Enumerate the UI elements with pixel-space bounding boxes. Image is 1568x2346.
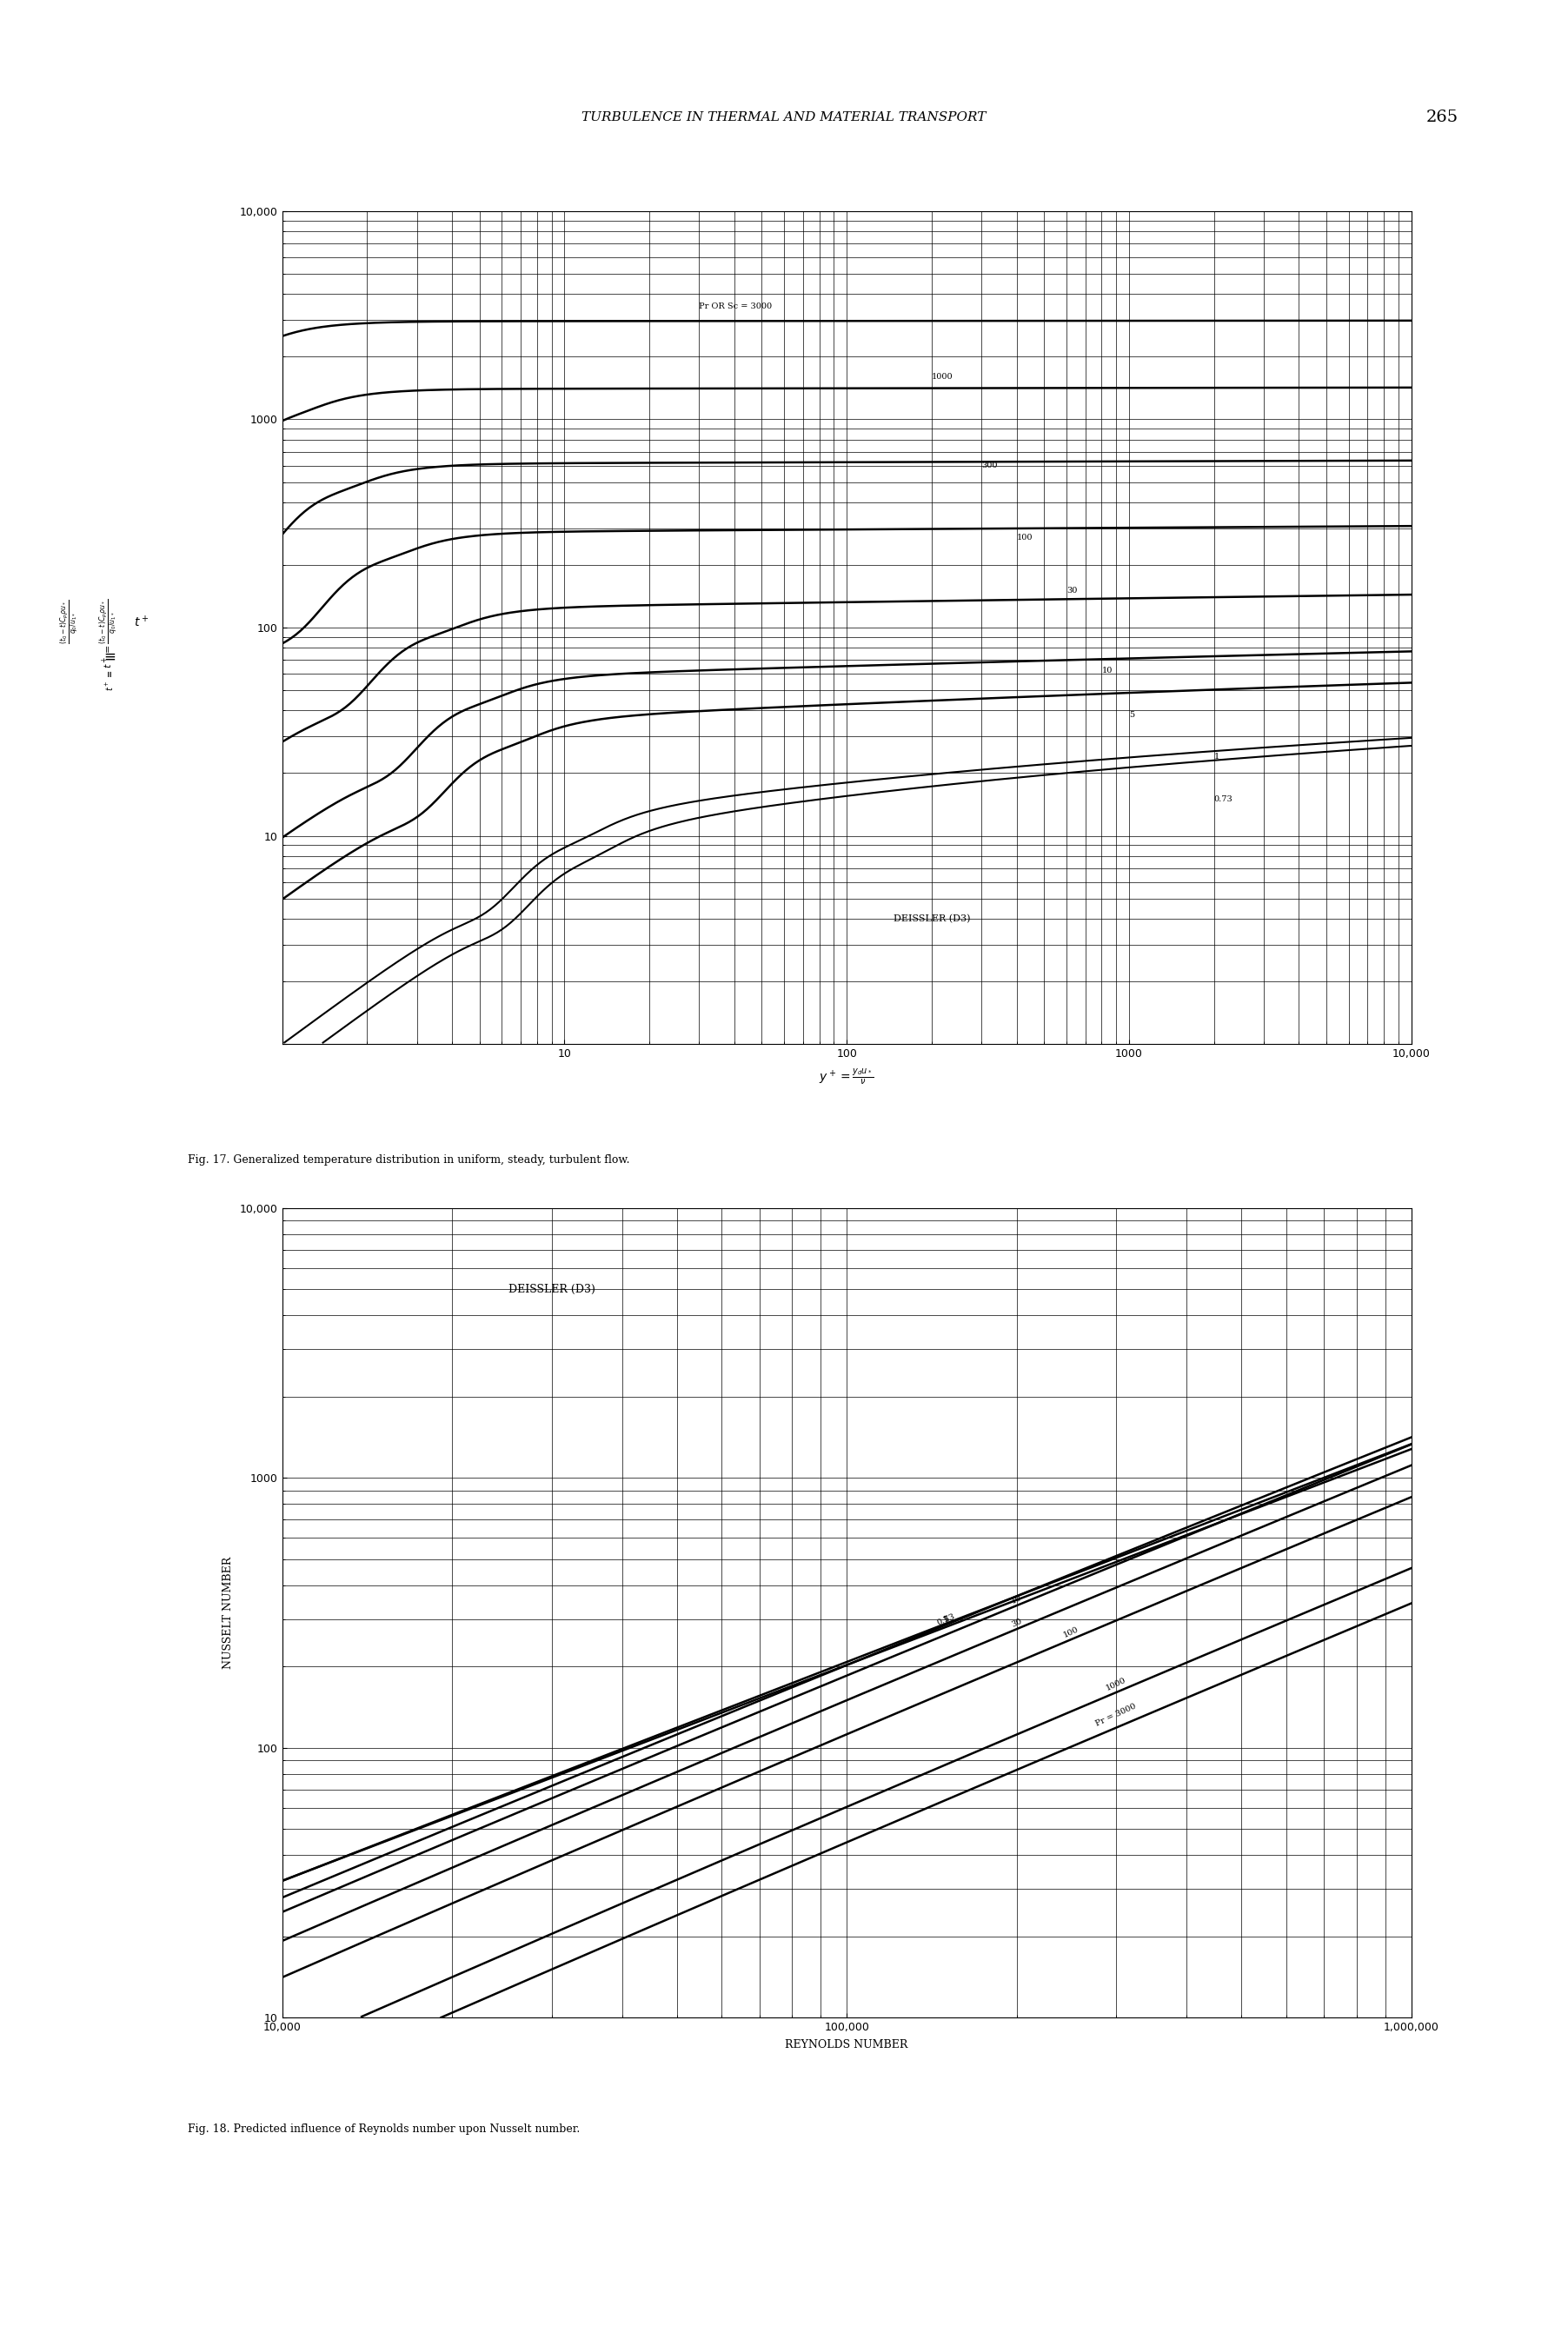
Y-axis label: NUSSELT NUMBER: NUSSELT NUMBER — [223, 1558, 234, 1668]
Text: 0.73: 0.73 — [1214, 795, 1232, 802]
Text: 300: 300 — [982, 462, 997, 469]
Text: Fig. 17. Generalized temperature distribution in uniform, steady, turbulent flow: Fig. 17. Generalized temperature distrib… — [188, 1154, 630, 1166]
Text: DEISSLER (D3): DEISSLER (D3) — [894, 915, 971, 922]
Text: 1: 1 — [1214, 753, 1220, 760]
Text: 100: 100 — [1016, 535, 1033, 542]
Text: $\frac{(t_0-t)C_p\rho u_*}{q_0/u_{1*}}$: $\frac{(t_0-t)C_p\rho u_*}{q_0/u_{1*}}$ — [60, 598, 82, 645]
Text: 5: 5 — [1129, 711, 1134, 718]
Text: $t^+ = \frac{(t_0-t)C_p\rho\mathit{u}_*}{q_0/u_{1*}}$: $t^+ = \frac{(t_0-t)C_p\rho\mathit{u}_*}… — [99, 598, 121, 669]
Text: $t^+ \equiv$: $t^+ \equiv$ — [103, 669, 116, 692]
Text: 100: 100 — [1063, 1626, 1080, 1640]
Text: TURBULENCE IN THERMAL AND MATERIAL TRANSPORT: TURBULENCE IN THERMAL AND MATERIAL TRANS… — [582, 110, 986, 124]
Text: 1000: 1000 — [931, 373, 953, 380]
Text: ≡: ≡ — [103, 650, 116, 664]
Text: Pr OR Sc = 3000: Pr OR Sc = 3000 — [699, 303, 773, 310]
Text: 10: 10 — [1010, 1593, 1024, 1605]
Text: $t^+$: $t^+$ — [133, 615, 149, 629]
Text: 265: 265 — [1427, 110, 1458, 124]
Text: 30: 30 — [1010, 1616, 1024, 1628]
Text: 10: 10 — [1102, 666, 1112, 676]
Text: Pr = 3000: Pr = 3000 — [1094, 1703, 1137, 1727]
X-axis label: REYNOLDS NUMBER: REYNOLDS NUMBER — [786, 2039, 908, 2050]
Text: DEISSLER (D3): DEISSLER (D3) — [508, 1283, 594, 1295]
Text: Fig. 18. Predicted influence of Reynolds number upon Nusselt number.: Fig. 18. Predicted influence of Reynolds… — [188, 2123, 580, 2135]
Text: 1: 1 — [942, 1614, 950, 1623]
Text: 1000: 1000 — [1105, 1677, 1127, 1691]
Text: 0.73: 0.73 — [936, 1612, 956, 1626]
Text: $y^+ = \frac{y_d u_*}{\nu}$: $y^+ = \frac{y_d u_*}{\nu}$ — [818, 1067, 875, 1086]
Text: 5: 5 — [942, 1616, 950, 1626]
Text: 30: 30 — [1066, 586, 1077, 596]
